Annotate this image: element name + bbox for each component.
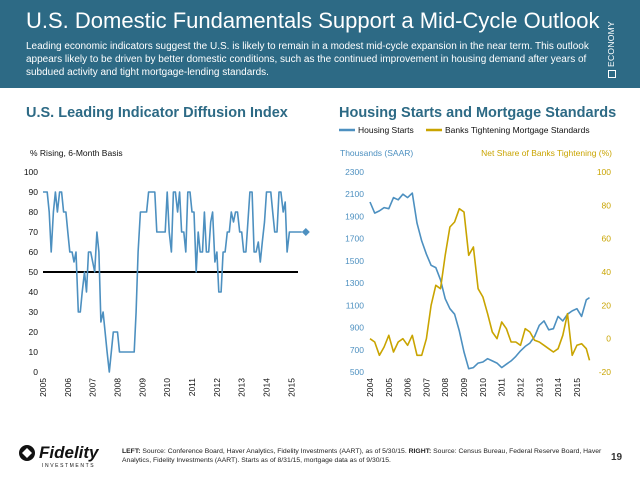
left-y-tick-label: 50 [29, 267, 39, 277]
right-y2-tick-label: -20 [599, 367, 612, 377]
right-y2-tick-label: 20 [602, 300, 612, 310]
right-y1-tick-label: 700 [350, 345, 364, 355]
right-y1-tick-label: 2100 [345, 189, 364, 199]
latest-value-marker [301, 228, 310, 236]
left-y-tick-label: 10 [29, 347, 39, 357]
left-x-tick-label: 2009 [137, 378, 147, 397]
left-y-tick-label: 100 [24, 167, 38, 177]
left-y-axis-label: % Rising, 6-Month Basis [30, 148, 123, 158]
page-number: 19 [611, 452, 623, 463]
left-x-tick-label: 2011 [187, 378, 197, 397]
left-x-tick-label: 2005 [38, 378, 48, 397]
right-x-tick-label: 2005 [384, 378, 394, 397]
left-x-tick-label: 2007 [88, 378, 98, 397]
legend-label-banks-tightening: Banks Tightening Mortgage Standards [445, 125, 590, 135]
source-left-label: LEFT: [122, 448, 141, 455]
left-x-tick-label: 2013 [237, 378, 247, 397]
right-x-tick-label: 2008 [440, 378, 450, 397]
header-banner [0, 0, 640, 88]
right-x-tick-label: 2015 [572, 378, 582, 397]
left-x-tick-label: 2014 [262, 378, 272, 397]
diffusion-index-line [43, 191, 302, 373]
left-x-tick-label: 2008 [113, 378, 123, 397]
left-chart-title: U.S. Leading Indicator Diffusion Index [26, 105, 288, 121]
housing-starts-line [369, 192, 590, 370]
right-x-tick-label: 2010 [478, 378, 488, 397]
left-y-tick-label: 40 [29, 287, 39, 297]
right-y1-tick-label: 1500 [345, 256, 364, 266]
right-y1-tick-label: 900 [350, 323, 364, 333]
right-chart-title: Housing Starts and Mortgage Standards [339, 105, 617, 121]
right-x-tick-label: 2007 [421, 378, 431, 397]
left-y-tick-label: 0 [33, 367, 38, 377]
right-y2-tick-label: 0 [606, 334, 611, 344]
page-title: U.S. Domestic Fundamentals Support a Mid… [26, 8, 600, 33]
right-x-tick-label: 2014 [553, 378, 563, 397]
left-x-tick-label: 2006 [63, 378, 73, 397]
right-y1-tick-label: 1100 [346, 300, 365, 310]
right-x-tick-label: 2004 [365, 378, 375, 397]
right-y2-tick-label: 100 [597, 167, 611, 177]
right-x-tick-label: 2006 [403, 378, 413, 397]
left-y-tick-label: 90 [29, 187, 39, 197]
left-y-tick-label: 30 [29, 307, 39, 317]
right-x-tick-label: 2013 [534, 378, 544, 397]
fidelity-logo-mark: Fidelity INVESTMENTS [19, 443, 100, 469]
logo-wordmark: Fidelity [39, 443, 100, 462]
source-note: LEFT: Source: Conference Board, Haver An… [122, 447, 602, 465]
source-right-text: Source: Census Bureau, Federal Reserve B… [122, 448, 602, 464]
right-y1-tick-label: 1900 [345, 211, 364, 221]
source-left-text: Source: Conference Board, Haver Analytic… [140, 448, 409, 455]
logo-subtext: INVESTMENTS [42, 463, 95, 469]
left-x-tick-label: 2010 [162, 378, 172, 397]
right-y2-tick-label: 60 [602, 234, 612, 244]
right-y1-axis-label: Thousands (SAAR) [340, 148, 413, 158]
right-y1-tick-label: 1700 [345, 234, 364, 244]
right-x-tick-label: 2009 [459, 378, 469, 397]
left-y-tick-label: 80 [29, 207, 39, 217]
page-subtitle: Leading economic indicators suggest the … [26, 41, 589, 78]
legend-label-housing-starts: Housing Starts [358, 125, 414, 135]
right-x-tick-label: 2012 [515, 378, 525, 397]
fidelity-logo: Fidelity INVESTMENTS [18, 440, 118, 475]
right-y1-tick-label: 1300 [345, 278, 364, 288]
right-y2-tick-label: 40 [602, 267, 612, 277]
left-y-tick-label: 70 [29, 227, 39, 237]
left-x-tick-label: 2012 [212, 378, 222, 397]
left-x-tick-label: 2015 [286, 378, 296, 397]
right-y1-tick-label: 500 [350, 367, 364, 377]
right-y1-tick-label: 2300 [345, 167, 364, 177]
right-x-tick-label: 2011 [497, 378, 507, 397]
right-y2-axis-label: Net Share of Banks Tightening (%) [481, 148, 612, 158]
left-y-tick-label: 20 [29, 327, 39, 337]
right-y2-tick-label: 80 [602, 200, 612, 210]
banks-tightening-line [369, 207, 591, 361]
left-y-tick-label: 60 [29, 247, 39, 257]
source-right-label: RIGHT: [408, 448, 432, 455]
